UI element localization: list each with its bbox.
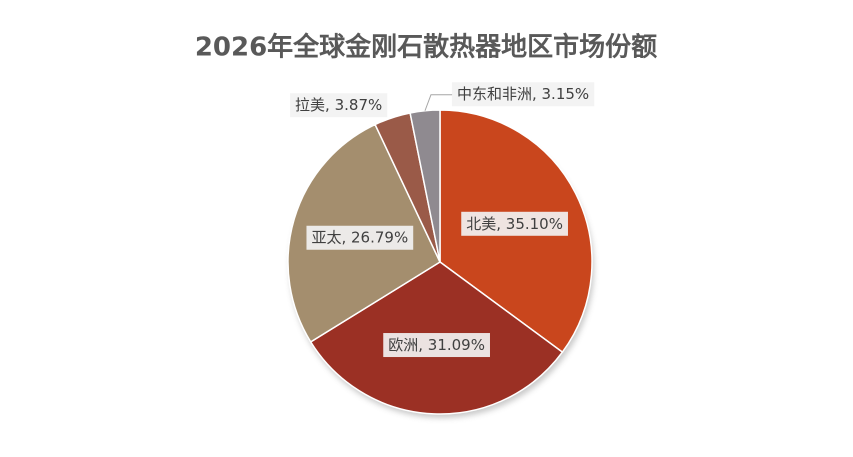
data-label: 拉美, 3.87% — [295, 96, 382, 114]
data-label: 中东和非洲, 3.15% — [457, 85, 589, 103]
data-label: 亚太, 26.79% — [311, 229, 408, 247]
data-label: 欧洲, 31.09% — [388, 336, 485, 354]
label-box — [383, 333, 490, 358]
label-box — [306, 225, 414, 250]
label-box — [451, 82, 595, 107]
chart-title: 2026年全球金刚石散热器地区市场份额 — [195, 32, 657, 63]
data-label: 北美, 35.10% — [466, 215, 563, 233]
leader-line — [424, 94, 453, 111]
label-box — [461, 211, 568, 236]
label-box — [290, 93, 388, 118]
